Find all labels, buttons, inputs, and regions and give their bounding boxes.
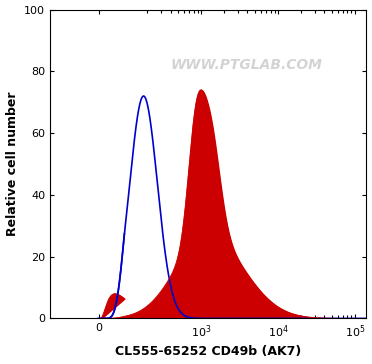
X-axis label: CL555-65252 CD49b (AK7): CL555-65252 CD49b (AK7) (115, 345, 301, 359)
Text: WWW.PTGLAB.COM: WWW.PTGLAB.COM (170, 58, 322, 72)
Y-axis label: Relative cell number: Relative cell number (6, 92, 19, 236)
